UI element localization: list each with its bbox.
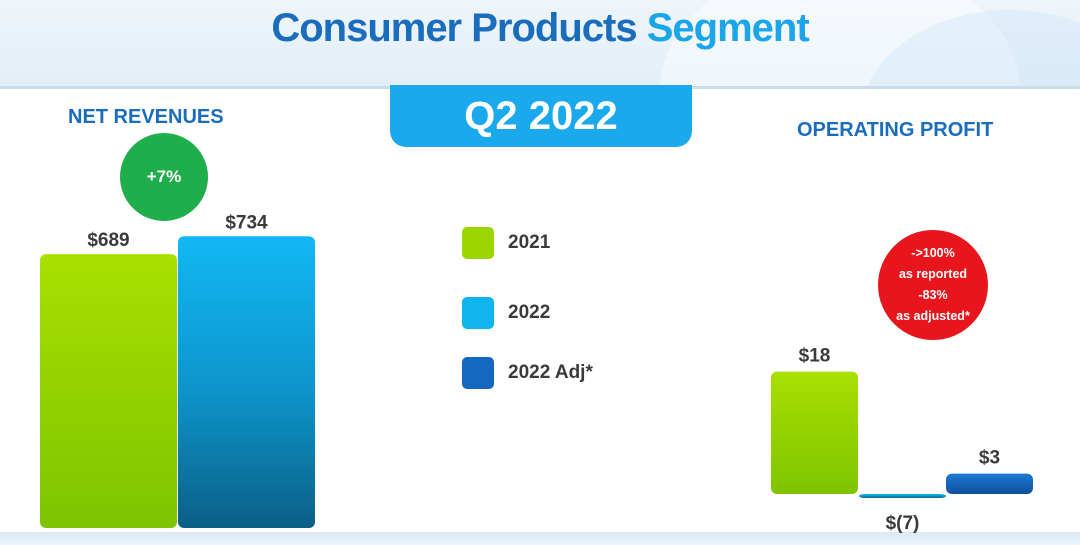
legend-label-2021: 2021 bbox=[508, 232, 551, 253]
net-revenues-change-badge: +7% bbox=[120, 133, 208, 221]
footer-band bbox=[0, 532, 1080, 545]
badge-line-reported: as reported bbox=[898, 267, 968, 281]
legend-swatch-2022 bbox=[462, 297, 494, 329]
operating-profit-change-badge: ->100% as reported -83% as adjusted* bbox=[878, 230, 988, 340]
badge-line-reported-value: ->100% bbox=[911, 246, 955, 260]
period-label: Q2 2022 bbox=[390, 85, 692, 147]
title-main: Consumer Products bbox=[271, 6, 637, 50]
badge-line-adjusted: as adjusted* bbox=[896, 309, 970, 323]
legend-label-2022-adj: 2022 Adj* bbox=[508, 362, 593, 383]
legend-swatch-2022-adj bbox=[462, 357, 494, 389]
legend-swatch-2021 bbox=[462, 227, 494, 259]
legend-item-2022-adj: 2022 Adj* bbox=[462, 357, 593, 389]
legend-label-2022: 2022 bbox=[508, 302, 551, 323]
net-revenue-value-label-2022: $734 bbox=[225, 212, 268, 233]
header-band bbox=[0, 0, 1080, 88]
legend-item-2021: 2021 bbox=[462, 227, 550, 259]
title-highlight: Segment bbox=[646, 6, 810, 50]
legend-item-2022: 2022 bbox=[462, 297, 550, 329]
net-revenue-bar-2021 bbox=[40, 254, 177, 528]
badge-line-adjusted-value: -83% bbox=[918, 288, 948, 302]
slide-title: Consumer Products Segment bbox=[0, 6, 1080, 51]
operating-profit-bar-2022 bbox=[859, 494, 946, 498]
operating-profit-bar-2022-adj bbox=[946, 473, 1033, 494]
operating-profit-value-label-2022-adj: $3 bbox=[979, 448, 1000, 469]
net-revenue-bar-2022 bbox=[178, 236, 315, 529]
operating-profit-value-label-2022: $(7) bbox=[886, 513, 920, 534]
net-revenues-title: NET REVENUES bbox=[68, 106, 224, 128]
net-revenue-value-label-2021: $689 bbox=[87, 230, 129, 251]
operating-profit-value-label-2021: $18 bbox=[799, 346, 831, 367]
operating-profit-bar-2021 bbox=[771, 371, 858, 494]
operating-profit-title: OPERATING PROFIT bbox=[797, 119, 994, 141]
background-swoosh bbox=[660, 0, 1020, 88]
